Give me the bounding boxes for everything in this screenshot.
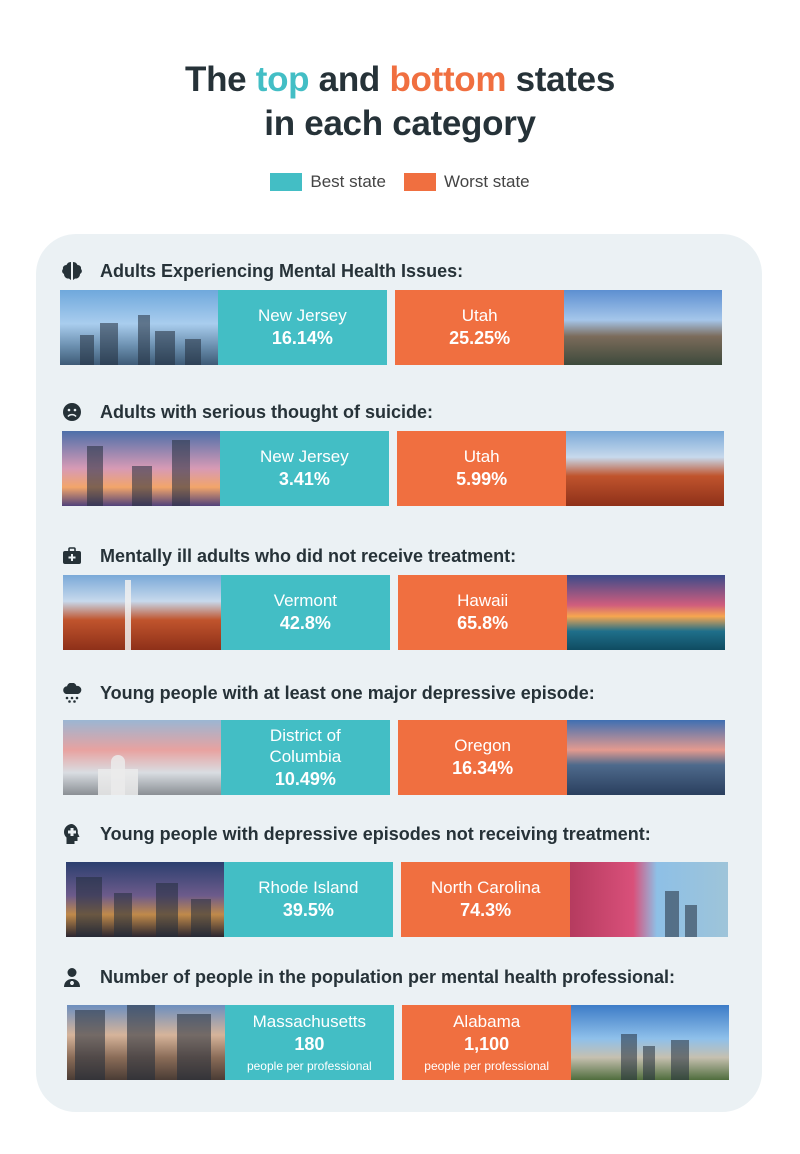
best-state-name: New Jersey — [257, 306, 347, 325]
best-state-box: District of Columbia 10.49% — [220, 720, 391, 795]
title-text: The — [184, 60, 256, 99]
category-no-treatment-adults: Mentally ill adults who did not receive … — [60, 541, 740, 650]
worst-state-name: Hawaii — [457, 591, 509, 610]
utah-mountains-image — [564, 290, 722, 365]
legend-swatch-best — [270, 173, 303, 191]
category-heading-text: Young people with depressive episodes no… — [100, 823, 651, 844]
comparison-row: Massachusetts 180 people per professiona… — [67, 1005, 729, 1080]
comparison-row: New Jersey 16.14% Utah 25.25% — [60, 290, 722, 365]
comparison-row: New Jersey 3.41% Utah 5.99% — [62, 431, 724, 506]
category-heading: Adults Experiencing Mental Health Issues… — [60, 256, 740, 286]
worst-state-name: North Carolina — [430, 878, 541, 897]
worst-state-box: Alabama 1,100 people per professional — [401, 1005, 572, 1080]
legend-swatch-worst — [403, 173, 436, 191]
hawaii-sunset-image — [567, 575, 725, 650]
best-state-value: 10.49% — [274, 768, 336, 789]
category-heading-text: Young people with at least one major dep… — [100, 682, 595, 703]
worst-state-value: 1,100 — [464, 1034, 510, 1054]
title-best-word: top — [255, 60, 310, 99]
rain-cloud-icon — [60, 681, 84, 705]
best-state-box: New Jersey 16.14% — [217, 290, 388, 365]
best-state-box: Rhode Island 39.5% — [223, 862, 394, 937]
worst-state-box: Utah 5.99% — [396, 431, 567, 506]
worst-state-name: Alabama — [453, 1012, 521, 1031]
worst-state-value: 5.99% — [456, 469, 508, 489]
utah-autumn-mountains-image — [566, 431, 724, 506]
worst-state-box: North Carolina 74.3% — [400, 862, 571, 937]
category-heading: Young people with depressive episodes no… — [60, 819, 740, 849]
page-title: The top and bottom states in each catego… — [0, 58, 800, 146]
legend-label-best: Best state — [310, 172, 386, 191]
alabama-city-image — [571, 1005, 729, 1080]
head-plus-icon — [60, 822, 84, 846]
medical-kit-icon — [60, 544, 84, 568]
comparison-row: Vermont 42.8% Hawaii 65.8% — [63, 575, 725, 650]
title-text: states — [506, 60, 616, 99]
north-carolina-city-blossom-image — [570, 862, 728, 937]
best-state-value: 16.14% — [271, 328, 333, 348]
rhode-island-city-night-image — [66, 862, 224, 937]
category-young-no-treatment: Young people with depressive episodes no… — [60, 819, 740, 937]
category-adults-mental-health: Adults Experiencing Mental Health Issues… — [60, 256, 740, 365]
comparison-row: District of Columbia 10.49% Oregon 16.34… — [63, 720, 725, 795]
new-jersey-skyline-image — [60, 290, 218, 365]
category-heading-text: Adults Experiencing Mental Health Issues… — [100, 260, 464, 281]
categories-panel — [36, 234, 762, 1112]
best-state-box: Vermont 42.8% — [220, 575, 391, 650]
category-people-per-professional: Number of people in the population per m… — [60, 962, 740, 1080]
worst-state-value: 65.8% — [457, 613, 509, 633]
worst-state-value: 25.25% — [449, 328, 511, 348]
best-state-name: New Jersey — [259, 447, 349, 466]
worst-state-box: Utah 25.25% — [394, 290, 565, 365]
worst-state-name: Utah — [463, 447, 500, 466]
comparison-row: Rhode Island 39.5% North Carolina 74.3% — [66, 862, 728, 937]
best-state-name: Massachusetts — [252, 1012, 367, 1031]
worst-state-value: 74.3% — [460, 900, 512, 920]
worst-state-unit: people per professional — [424, 1059, 550, 1073]
worst-state-name: Utah — [461, 306, 498, 325]
doctor-icon — [60, 965, 84, 989]
best-state-unit: people per professional — [246, 1059, 372, 1073]
category-suicide-thoughts: Adults with serious thought of suicide: … — [60, 397, 740, 506]
title-worst-word: bottom — [389, 60, 507, 99]
best-state-name: Vermont — [273, 591, 337, 610]
category-young-depressive-episode: Young people with at least one major dep… — [60, 678, 740, 795]
category-heading-text: Adults with serious thought of suicide: — [100, 401, 433, 422]
category-heading-text: Mentally ill adults who did not receive … — [100, 545, 517, 566]
best-state-box: Massachusetts 180 people per professiona… — [224, 1005, 395, 1080]
best-state-value: 3.41% — [278, 469, 330, 489]
title-line-1: The top and bottom states — [0, 58, 800, 102]
best-state-name: District of Columbia — [269, 725, 342, 766]
category-heading: Number of people in the population per m… — [60, 962, 740, 992]
best-state-value: 42.8% — [279, 613, 331, 633]
massachusetts-towers-image — [67, 1005, 225, 1080]
sad-face-icon — [60, 400, 84, 424]
best-state-value: 180 — [294, 1034, 325, 1054]
legend: Best state Worst state — [0, 172, 800, 192]
legend-label-worst: Worst state — [443, 172, 530, 191]
best-state-name: Rhode Island — [258, 878, 359, 897]
worst-state-value: 16.34% — [452, 758, 514, 778]
legend-item-best: Best state — [270, 172, 386, 192]
best-state-value: 39.5% — [282, 900, 334, 920]
vermont-village-image — [63, 575, 221, 650]
worst-state-box: Hawaii 65.8% — [397, 575, 568, 650]
category-heading-text: Number of people in the population per m… — [100, 966, 676, 987]
title-line-2: in each category — [264, 104, 536, 143]
category-heading: Mentally ill adults who did not receive … — [60, 541, 740, 571]
title-text: and — [309, 60, 390, 99]
worst-state-name: Oregon — [454, 736, 511, 755]
new-jersey-towers-image — [62, 431, 220, 506]
oregon-mountain-lake-image — [567, 720, 725, 795]
brain-icon — [60, 259, 84, 283]
category-heading: Young people with at least one major dep… — [60, 678, 740, 708]
legend-item-worst: Worst state — [403, 172, 530, 192]
category-heading: Adults with serious thought of suicide: — [60, 397, 740, 427]
best-state-box: New Jersey 3.41% — [219, 431, 390, 506]
worst-state-box: Oregon 16.34% — [397, 720, 568, 795]
washington-dc-capitol-image — [63, 720, 221, 795]
